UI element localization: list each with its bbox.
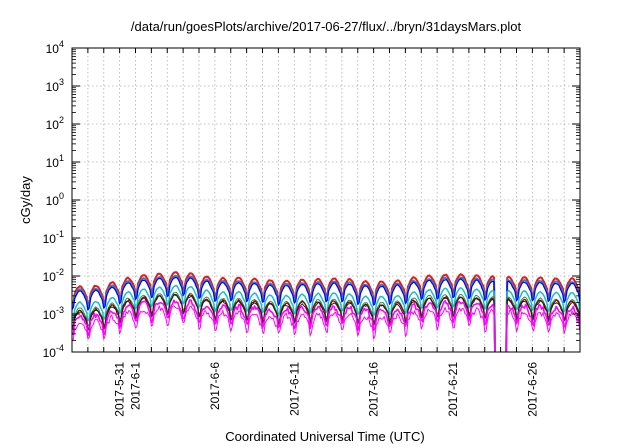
x-tick-label: 2017-6-21 <box>446 362 460 417</box>
y-tick-exponent: -1 <box>56 229 64 239</box>
series-line <box>505 309 580 352</box>
series-line <box>72 293 496 352</box>
series-line <box>72 271 497 352</box>
y-tick-exponent: -3 <box>56 305 64 315</box>
y-tick-exponent: 1 <box>59 153 64 163</box>
y-tick-base: 10 <box>43 308 57 322</box>
y-tick-base: 10 <box>46 42 60 56</box>
x-axis-label: Coordinated Universal Time (UTC) <box>225 429 424 444</box>
series-line <box>72 284 496 352</box>
y-tick-exponent: 0 <box>59 191 64 201</box>
y-tick-base: 10 <box>43 346 57 360</box>
x-tick-label: 2017-5-31 <box>113 362 127 417</box>
chart-title: /data/run/goesPlots/archive/2017-06-27/f… <box>131 19 522 34</box>
y-tick-label: 101 <box>46 153 64 170</box>
y-tick-exponent: 4 <box>59 39 64 49</box>
x-tick-labels: 2017-5-31 2017-6-1 2017-6-6 2017-6-11 2017-6… <box>113 362 540 417</box>
series-line <box>505 280 580 352</box>
data-series <box>72 271 580 352</box>
x-tick-label: 2017-6-1 <box>129 362 143 410</box>
y-tick-exponent: 3 <box>59 77 64 87</box>
y-tick-base: 10 <box>43 232 57 246</box>
x-tick-label: 2017-6-16 <box>367 362 381 417</box>
x-tick-label: 2017-6-11 <box>287 362 301 416</box>
y-tick-exponent: -2 <box>56 267 64 277</box>
x-tick-label: 2017-6-6 <box>208 362 222 410</box>
y-tick-base: 10 <box>46 80 60 94</box>
series-line <box>72 294 496 352</box>
y-tick-base: 10 <box>46 118 60 132</box>
y-tick-label: 104 <box>46 39 64 56</box>
series-line <box>72 299 496 352</box>
y-tick-label: 10-4 <box>43 343 64 360</box>
y-tick-label: 100 <box>46 191 64 208</box>
series-line <box>72 305 496 352</box>
y-tick-exponent: -4 <box>56 343 64 353</box>
y-tick-label: 10-2 <box>43 267 64 284</box>
y-tick-label: 103 <box>46 77 64 94</box>
x-tick-label: 2017-6-26 <box>525 362 539 417</box>
series-line <box>72 277 496 352</box>
series-line <box>505 303 580 352</box>
y-tick-base: 10 <box>46 156 60 170</box>
series-line <box>72 274 497 352</box>
y-tick-label: 10-1 <box>43 229 64 246</box>
axis-ticks <box>72 47 580 353</box>
y-tick-exponent: 2 <box>59 115 64 125</box>
y-axis-label: cGy/day <box>18 176 33 224</box>
y-tick-label: 10-3 <box>43 305 64 322</box>
series-line <box>72 291 496 352</box>
y-tick-label: 102 <box>46 115 64 132</box>
series-line <box>505 289 580 352</box>
y-tick-base: 10 <box>43 270 57 284</box>
y-tick-base: 10 <box>46 194 60 208</box>
